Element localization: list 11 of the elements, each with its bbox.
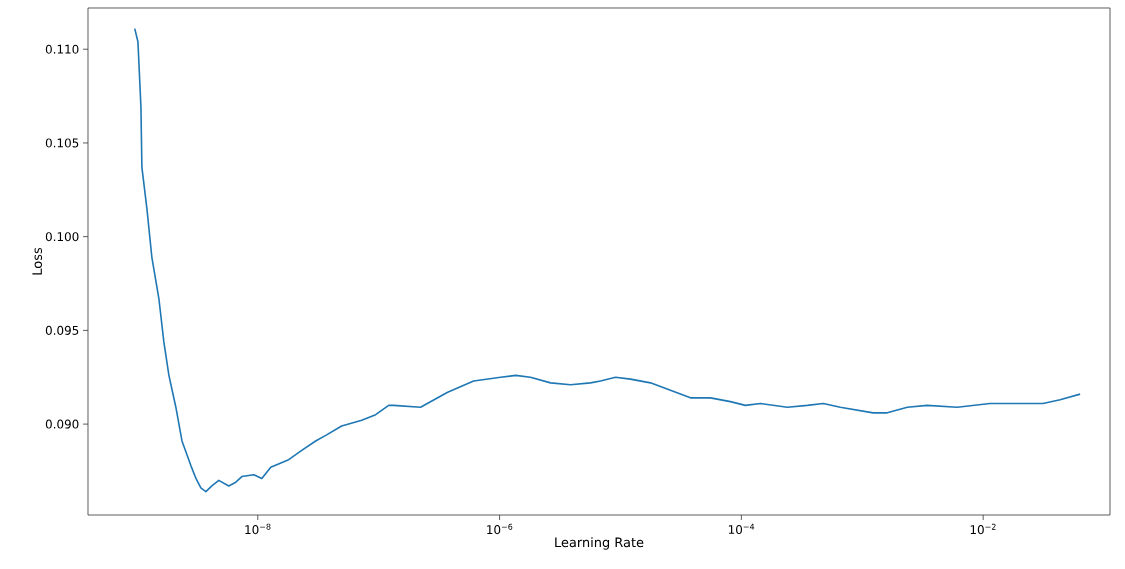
- x-tick-label: 10$^{−8}$: [245, 523, 271, 535]
- y-tick-label: 0.095: [45, 325, 79, 335]
- y-tick-label: 0.090: [45, 419, 79, 429]
- y-tick-label: 0.105: [45, 138, 79, 148]
- y-tick-label: 0.110: [45, 44, 79, 54]
- x-tick-label: 10$^{−2}$: [970, 523, 996, 535]
- y-axis-title: Loss: [32, 247, 43, 275]
- x-tick-label: 10$^{−6}$: [487, 523, 513, 535]
- x-tick-label: 10$^{−4}$: [728, 523, 755, 535]
- y-tick-label: 0.100: [45, 232, 79, 242]
- x-axis-title: Learning Rate: [555, 537, 644, 550]
